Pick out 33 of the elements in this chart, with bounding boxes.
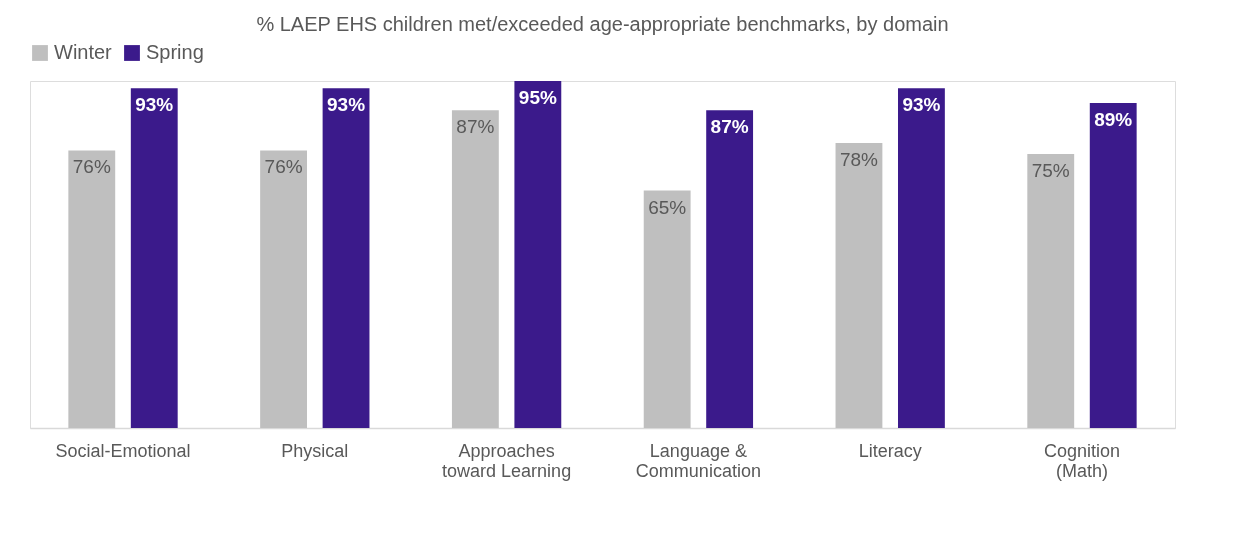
data-label: 95%	[518, 87, 557, 108]
bar	[643, 190, 691, 428]
legend-label: Spring	[146, 41, 204, 63]
x-tick-label: Literacy	[858, 440, 922, 461]
data-label: 75%	[1031, 160, 1070, 182]
bar	[1027, 154, 1075, 428]
data-label: 93%	[135, 94, 174, 116]
bar	[322, 88, 370, 428]
data-label: 87%	[710, 116, 749, 138]
x-tick-label: Social-Emotional	[55, 440, 191, 461]
data-label: 93%	[902, 94, 941, 116]
bar	[68, 150, 116, 428]
bar	[1089, 102, 1137, 428]
bar	[835, 143, 883, 428]
data-label: 78%	[839, 149, 879, 171]
bar	[706, 110, 754, 428]
data-label: 93%	[327, 94, 366, 116]
bar	[130, 88, 178, 428]
bar	[514, 81, 562, 428]
data-label: 76%	[264, 156, 303, 178]
data-label: 87%	[456, 116, 495, 138]
data-label: 76%	[72, 156, 111, 178]
bar	[898, 88, 945, 428]
x-tick-label: Physical	[281, 440, 349, 461]
chart-title: % LAEP EHS children met/exceeded age-appropriate benchmarks, by domain	[256, 13, 949, 35]
x-tick-label: Language & Communication	[635, 440, 761, 481]
bar	[451, 110, 499, 428]
legend-label: Winter	[54, 41, 113, 63]
bar	[260, 150, 307, 428]
x-tick-label: Cognition (Math)	[1043, 440, 1121, 481]
x-tick-label: Approaches toward Learning	[442, 440, 572, 481]
data-label: 89%	[1094, 108, 1133, 130]
data-label: 65%	[648, 196, 687, 218]
